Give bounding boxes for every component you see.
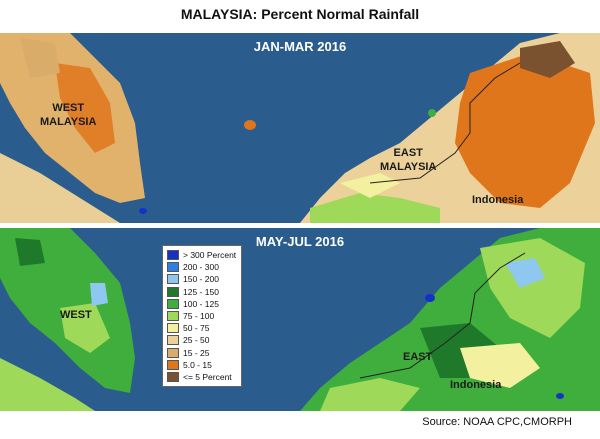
legend-swatch xyxy=(167,311,179,322)
island xyxy=(428,109,436,117)
border-line xyxy=(369,62,521,184)
legend-swatch xyxy=(167,347,179,358)
island xyxy=(244,120,256,130)
region-label-west: WEST xyxy=(60,309,92,321)
legend-label: <= 5 Percent xyxy=(183,371,232,382)
legend-item: <= 5 Percent xyxy=(167,371,237,383)
border-line xyxy=(359,252,526,379)
borneo-south-wet xyxy=(310,193,440,223)
legend-label: 75 - 100 xyxy=(183,311,215,322)
borneo-dry-zone xyxy=(460,343,540,388)
legend-swatch xyxy=(167,298,179,309)
peninsula-moderate xyxy=(60,303,110,353)
legend-label: 200 - 300 xyxy=(183,262,219,273)
legend-swatch xyxy=(167,274,179,285)
legend-item: 50 - 75 xyxy=(167,322,237,334)
legend-swatch xyxy=(167,335,179,346)
legend-item: 5.0 - 15 xyxy=(167,359,237,371)
peninsula-dry-zone xyxy=(55,63,115,153)
sumatra xyxy=(0,358,95,411)
peninsula-north xyxy=(20,38,60,78)
island xyxy=(139,208,147,214)
sumatra xyxy=(0,153,120,223)
borneo-wet xyxy=(505,258,545,288)
map-panel-may-jul: MAY-JUL 2016 WEST EAST Indonesia > 300 P… xyxy=(0,228,600,411)
legend-item: 15 - 25 xyxy=(167,347,237,359)
legend-label: 5.0 - 15 xyxy=(183,359,212,370)
panel-label-jan-mar: JAN-MAR 2016 xyxy=(253,39,347,54)
panel-label-may-jul: MAY-JUL 2016 xyxy=(255,234,345,249)
legend-swatch xyxy=(167,250,179,261)
peninsula-wet xyxy=(90,283,108,306)
legend-label: 50 - 75 xyxy=(183,323,210,334)
legend-item: 125 - 150 xyxy=(167,286,237,298)
legend-swatch xyxy=(167,286,179,297)
borneo-south xyxy=(320,378,420,411)
legend-swatch xyxy=(167,371,179,382)
legend-label: > 300 Percent xyxy=(183,250,237,261)
source-credit: Source: NOAA CPC,CMORPH xyxy=(422,416,572,428)
legend-item: 75 - 100 xyxy=(167,310,237,322)
map-may-jul xyxy=(0,228,600,411)
region-label-west-malaysia: WEST MALAYSIA xyxy=(40,102,97,128)
island xyxy=(556,393,564,399)
legend: > 300 Percent 200 - 300 150 - 200 125 - 150… xyxy=(162,245,242,388)
legend-swatch xyxy=(167,323,179,334)
map-title: MALAYSIA: Percent Normal Rainfall xyxy=(180,6,420,22)
borneo-moderate xyxy=(340,173,400,198)
island xyxy=(425,294,435,302)
legend-label: 150 - 200 xyxy=(183,274,219,285)
legend-swatch xyxy=(167,262,179,273)
legend-item: 200 - 300 xyxy=(167,261,237,273)
legend-label: 15 - 25 xyxy=(183,347,210,358)
region-label-east-malaysia: EAST MALAYSIA xyxy=(380,147,437,173)
borneo-dry-zone xyxy=(455,53,595,208)
legend-item: > 300 Percent xyxy=(167,249,237,261)
borneo-very-dry xyxy=(520,41,575,78)
region-label-indonesia: Indonesia xyxy=(472,194,524,206)
legend-label: 125 - 150 xyxy=(183,286,219,297)
legend-swatch xyxy=(167,359,179,370)
region-label-east: EAST xyxy=(403,351,433,363)
peninsula-north-wet xyxy=(15,238,45,266)
legend-item: 100 - 125 xyxy=(167,298,237,310)
map-panel-jan-mar: JAN-MAR 2016 WEST MALAYSIA EAST MALAYSIA… xyxy=(0,33,600,223)
region-label-indonesia: Indonesia xyxy=(450,379,502,391)
map-jan-mar xyxy=(0,33,600,223)
legend-label: 25 - 50 xyxy=(183,335,210,346)
legend-item: 150 - 200 xyxy=(167,273,237,285)
legend-label: 100 - 125 xyxy=(183,298,219,309)
legend-item: 25 - 50 xyxy=(167,334,237,346)
